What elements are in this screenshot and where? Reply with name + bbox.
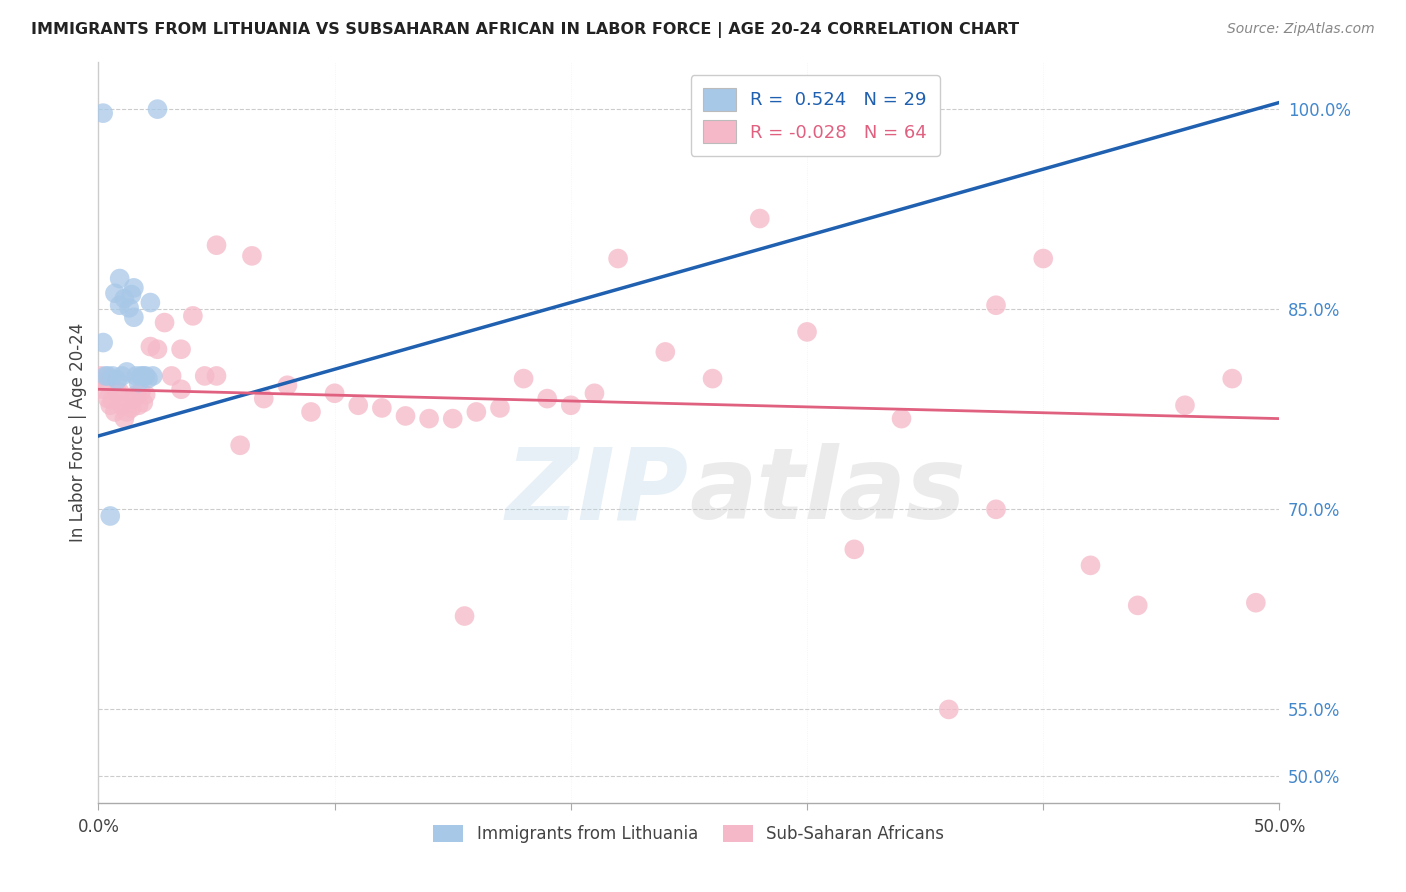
Point <box>984 502 1007 516</box>
Point <box>654 345 676 359</box>
Point <box>125 387 148 401</box>
Point <box>205 368 228 383</box>
Point <box>105 384 128 399</box>
Point <box>101 368 124 383</box>
Point <box>146 343 169 357</box>
Point <box>253 392 276 406</box>
Point <box>299 405 322 419</box>
Legend: Immigrants from Lithuania, Sub-Saharan Africans: Immigrants from Lithuania, Sub-Saharan A… <box>427 819 950 850</box>
Text: atlas: atlas <box>689 443 966 541</box>
Point <box>132 395 155 409</box>
Point <box>194 368 217 383</box>
Point <box>181 309 204 323</box>
Point <box>229 438 252 452</box>
Point <box>111 398 134 412</box>
Point <box>441 411 464 425</box>
Point <box>125 368 148 383</box>
Point <box>139 295 162 310</box>
Point <box>583 386 606 401</box>
Point <box>115 365 138 379</box>
Point <box>128 376 150 390</box>
Point <box>240 249 263 263</box>
Point <box>785 102 807 116</box>
Point <box>153 316 176 330</box>
Point <box>122 392 145 406</box>
Point <box>105 373 128 387</box>
Point <box>1174 398 1197 412</box>
Point <box>118 392 141 406</box>
Point <box>139 340 162 354</box>
Point <box>702 371 724 385</box>
Text: ZIP: ZIP <box>506 443 689 541</box>
Point <box>121 401 143 415</box>
Point <box>1220 371 1243 385</box>
Point <box>394 409 416 423</box>
Point <box>146 102 169 116</box>
Point <box>160 368 183 383</box>
Point <box>129 384 152 399</box>
Point <box>1032 252 1054 266</box>
Point <box>115 405 138 419</box>
Point <box>94 376 117 390</box>
Point <box>118 301 141 315</box>
Point <box>170 382 193 396</box>
Point <box>98 508 121 523</box>
Point <box>108 384 131 399</box>
Point <box>104 405 127 419</box>
Point <box>170 343 193 357</box>
Point <box>844 542 866 557</box>
Point <box>97 392 120 406</box>
Point <box>135 368 157 383</box>
Point <box>748 211 770 226</box>
Point <box>142 368 165 383</box>
Y-axis label: In Labor Force | Age 20-24: In Labor Force | Age 20-24 <box>69 323 87 542</box>
Point <box>276 378 298 392</box>
Point <box>347 398 370 412</box>
Point <box>984 298 1007 312</box>
Point <box>108 271 131 285</box>
Point <box>136 371 159 385</box>
Point <box>205 238 228 252</box>
Point <box>1126 599 1149 613</box>
Point <box>890 411 912 425</box>
Point <box>129 368 152 383</box>
Point <box>453 609 475 624</box>
Point <box>122 281 145 295</box>
Point <box>512 371 534 385</box>
Point <box>938 702 960 716</box>
Point <box>121 287 143 301</box>
Point <box>418 411 440 425</box>
Point <box>135 387 157 401</box>
Point <box>323 386 346 401</box>
Point <box>111 368 134 383</box>
Point <box>536 392 558 406</box>
Point <box>108 298 131 312</box>
Point <box>94 368 117 383</box>
Point <box>104 286 127 301</box>
Point <box>796 102 818 116</box>
Text: Source: ZipAtlas.com: Source: ZipAtlas.com <box>1227 22 1375 37</box>
Point <box>91 335 114 350</box>
Point <box>90 368 112 383</box>
Point <box>1244 596 1267 610</box>
Point <box>560 398 582 412</box>
Point <box>489 401 512 415</box>
Point <box>97 368 120 383</box>
Point <box>132 368 155 383</box>
Point <box>112 292 135 306</box>
Point <box>91 382 114 396</box>
Point <box>465 405 488 419</box>
Point <box>98 398 121 412</box>
Text: IMMIGRANTS FROM LITHUANIA VS SUBSAHARAN AFRICAN IN LABOR FORCE | AGE 20-24 CORRE: IMMIGRANTS FROM LITHUANIA VS SUBSAHARAN … <box>31 22 1019 38</box>
Point <box>128 398 150 412</box>
Point <box>796 325 818 339</box>
Point <box>91 106 114 120</box>
Point <box>122 310 145 325</box>
Point <box>101 392 124 407</box>
Point <box>112 411 135 425</box>
Point <box>607 252 630 266</box>
Point <box>1080 558 1102 573</box>
Point <box>371 401 394 415</box>
